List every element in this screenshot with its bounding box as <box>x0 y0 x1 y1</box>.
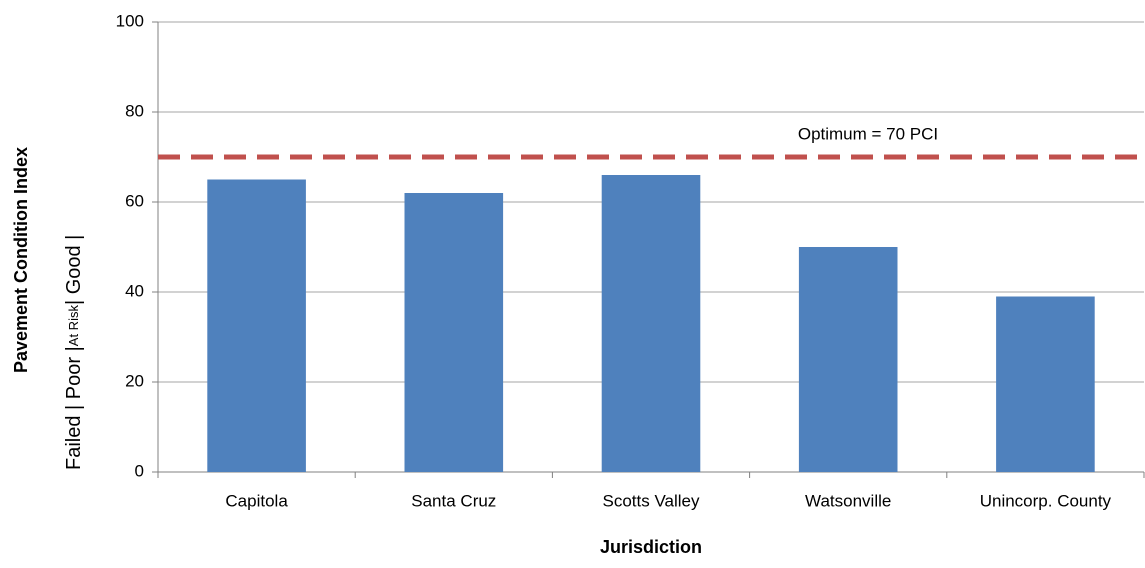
condition-label: Failed | Poor | <box>63 346 85 470</box>
x-tick-label: Watsonville <box>805 491 891 510</box>
condition-label: | Good | <box>63 235 85 305</box>
y-tick-label: 100 <box>116 11 144 30</box>
x-tick-label: Scotts Valley <box>602 491 700 510</box>
y-axis-title: Pavement Condition Index <box>11 147 31 373</box>
x-tick-label: Unincorp. County <box>980 491 1112 510</box>
y-condition-labels: Failed | Poor |At Risk| Good | <box>63 235 85 470</box>
bar <box>207 179 306 472</box>
x-tick-label: Capitola <box>225 491 288 510</box>
reference-label: Optimum = 70 PCI <box>798 124 938 143</box>
y-tick-label: 0 <box>135 461 144 480</box>
y-tick-label: 80 <box>125 101 144 120</box>
y-tick-label: 40 <box>125 281 144 300</box>
bar <box>996 296 1095 472</box>
condition-label: At Risk <box>66 305 81 347</box>
bar <box>798 247 898 472</box>
bar <box>601 175 701 472</box>
y-tick-label: 60 <box>125 191 144 210</box>
bar <box>404 193 504 472</box>
y-tick-label: 20 <box>125 371 144 390</box>
x-axis-title: Jurisdiction <box>600 537 702 557</box>
x-tick-label: Santa Cruz <box>411 491 496 510</box>
